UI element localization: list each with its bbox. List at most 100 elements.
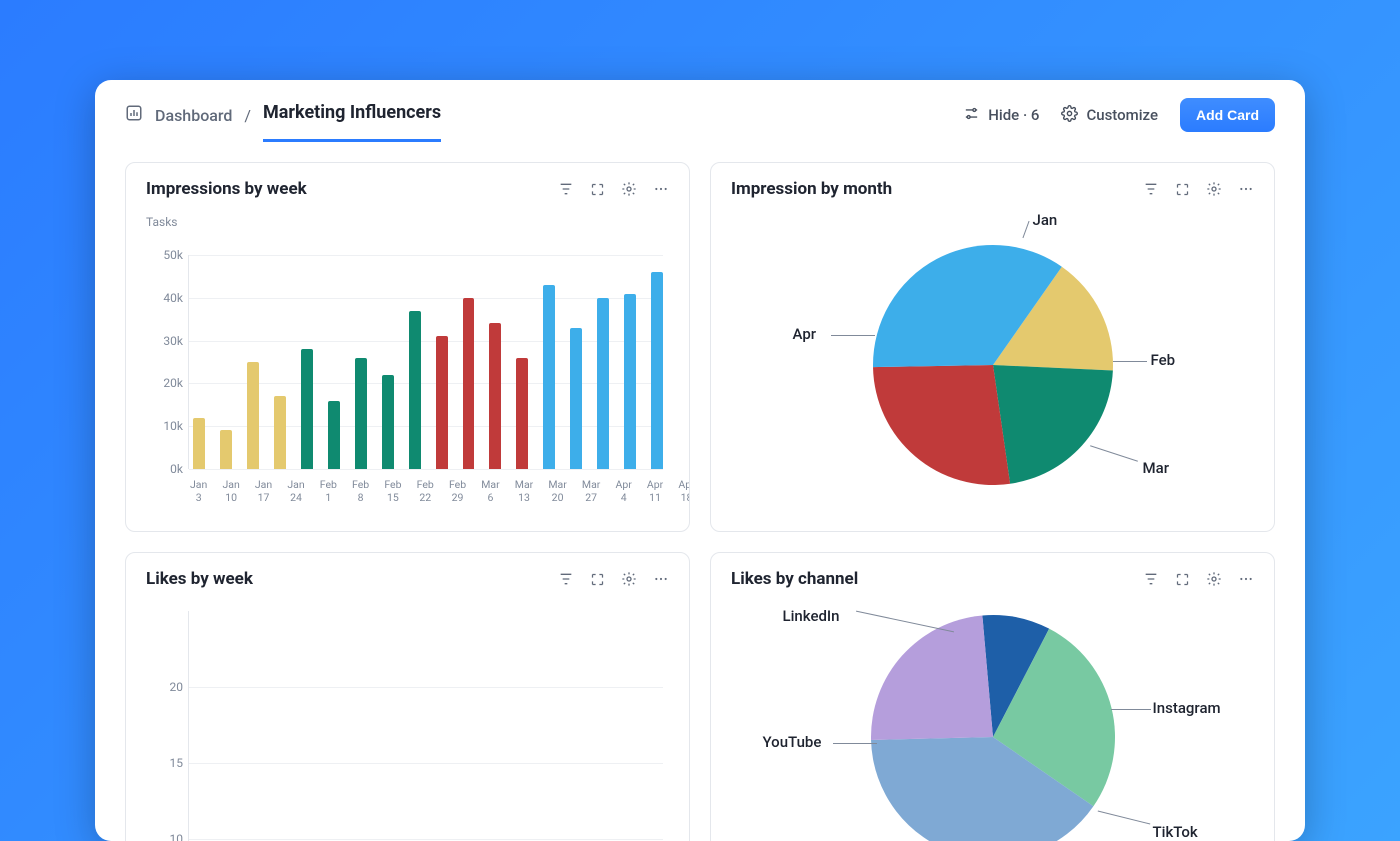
y-tick: 15 (149, 756, 183, 770)
dashboard-window: Dashboard / Marketing Influencers Hide ·… (95, 80, 1305, 841)
gear-icon (1061, 105, 1078, 126)
y-tick: 10 (149, 832, 183, 841)
x-tick: Mar20 (548, 478, 566, 505)
bar[interactable] (328, 401, 340, 469)
pie-label: Feb (1151, 351, 1176, 369)
breadcrumb-separator: / (244, 106, 251, 125)
gear-icon[interactable] (1206, 181, 1222, 197)
pie-label: Apr (793, 325, 817, 343)
y-axis-title: Tasks (146, 215, 669, 229)
pie-label: Instagram (1153, 699, 1221, 717)
filter-icon[interactable] (558, 571, 574, 587)
bar[interactable] (274, 396, 286, 469)
bar[interactable] (355, 358, 367, 469)
bar[interactable] (409, 311, 421, 469)
bar[interactable] (570, 328, 582, 469)
bar[interactable] (489, 323, 501, 469)
customize-button[interactable]: Customize (1061, 105, 1158, 126)
x-tick: Jan17 (255, 478, 272, 505)
more-icon[interactable] (1238, 181, 1254, 197)
card-likes-channel: Likes by channel LinkedIn Instagram TikTok… (710, 552, 1275, 841)
hide-toggle[interactable]: Hide · 6 (963, 105, 1039, 126)
bar[interactable] (193, 418, 205, 469)
card-actions (1143, 571, 1254, 587)
x-tick: Feb15 (384, 478, 401, 505)
y-tick: 50k (149, 248, 183, 262)
gear-icon[interactable] (621, 181, 637, 197)
bar[interactable] (543, 285, 555, 469)
more-icon[interactable] (1238, 571, 1254, 587)
x-tick: Jan24 (287, 478, 304, 505)
y-tick: 20 (149, 680, 183, 694)
x-tick: Mar13 (515, 478, 533, 505)
y-tick: 30k (149, 334, 183, 348)
pie-slice[interactable] (873, 365, 1010, 485)
expand-icon[interactable] (590, 182, 605, 197)
bar[interactable] (624, 294, 636, 469)
bar[interactable] (516, 358, 528, 469)
customize-label: Customize (1086, 106, 1158, 124)
bar-chart: 0k 10k 20k 30k 40k 50k Jan3 Jan10 Jan17 Jan24 Feb… (146, 235, 669, 505)
x-tick: Mar6 (481, 478, 499, 505)
x-tick: Jan10 (222, 478, 239, 505)
y-tick: 0k (149, 462, 183, 476)
breadcrumb: Dashboard / Marketing Influencers (125, 102, 441, 128)
bar[interactable] (247, 362, 259, 469)
x-tick: Mar27 (582, 478, 600, 505)
card-actions (558, 571, 669, 587)
more-icon[interactable] (653, 571, 669, 587)
card-actions (1143, 181, 1254, 197)
expand-icon[interactable] (1175, 572, 1190, 587)
bar[interactable] (597, 298, 609, 469)
pie-chart: JanFebMarApr (731, 215, 1254, 515)
card-actions (558, 181, 669, 197)
pie-label: YouTube (763, 733, 822, 751)
pie-label: Jan (1033, 211, 1058, 229)
bar[interactable] (651, 272, 663, 469)
card-title: Impressions by week (146, 179, 307, 199)
pie-chart: LinkedIn Instagram TikTok YouTube (731, 605, 1254, 841)
pie-slice[interactable] (871, 615, 993, 740)
breadcrumb-current[interactable]: Marketing Influencers (263, 102, 441, 142)
bar[interactable] (220, 430, 232, 469)
x-tick: Jan3 (190, 478, 207, 505)
sliders-icon (963, 105, 980, 126)
x-tick: Feb8 (352, 478, 369, 505)
x-tick: Apr11 (647, 478, 663, 505)
pie-slice[interactable] (993, 365, 1113, 484)
y-tick: 40k (149, 291, 183, 305)
bar[interactable] (463, 298, 475, 469)
card-title: Likes by channel (731, 569, 858, 589)
bar[interactable] (382, 375, 394, 469)
card-title: Likes by week (146, 569, 253, 589)
header-bar: Dashboard / Marketing Influencers Hide ·… (95, 80, 1305, 144)
gear-icon[interactable] (1206, 571, 1222, 587)
header-actions: Hide · 6 Customize Add Card (963, 98, 1275, 132)
pie-label: TikTok (1153, 823, 1198, 841)
more-icon[interactable] (653, 181, 669, 197)
y-tick: 20k (149, 376, 183, 390)
dashboard-icon (125, 104, 143, 126)
card-likes-week: Likes by week 10 15 20 (125, 552, 690, 841)
add-card-button[interactable]: Add Card (1180, 98, 1275, 132)
filter-icon[interactable] (1143, 181, 1159, 197)
hide-label: Hide · 6 (988, 106, 1039, 124)
expand-icon[interactable] (1175, 182, 1190, 197)
x-tick: Feb22 (417, 478, 434, 505)
filter-icon[interactable] (558, 181, 574, 197)
x-tick: Apr18 (678, 478, 690, 505)
breadcrumb-root[interactable]: Dashboard (155, 106, 232, 125)
gear-icon[interactable] (621, 571, 637, 587)
stacked-bar-chart: 10 15 20 (146, 605, 669, 841)
x-tick: Apr4 (615, 478, 631, 505)
pie-label: LinkedIn (783, 607, 840, 625)
pie-label: Mar (1143, 459, 1170, 477)
x-tick: Feb29 (449, 478, 466, 505)
bar[interactable] (301, 349, 313, 469)
filter-icon[interactable] (1143, 571, 1159, 587)
y-tick: 10k (149, 419, 183, 433)
expand-icon[interactable] (590, 572, 605, 587)
card-impression-month: Impression by month JanFebMarApr (710, 162, 1275, 532)
card-impressions-week: Impressions by week Tasks 0k 10k 20k 30k 40k… (125, 162, 690, 532)
bar[interactable] (436, 336, 448, 469)
